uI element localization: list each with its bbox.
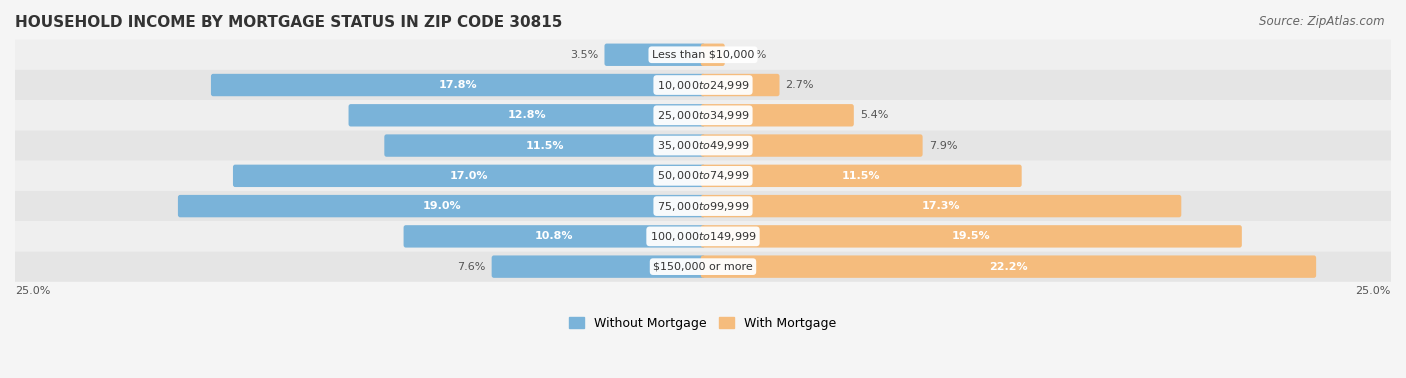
FancyBboxPatch shape bbox=[15, 130, 1391, 161]
FancyBboxPatch shape bbox=[700, 165, 1022, 187]
Text: 17.0%: 17.0% bbox=[450, 171, 488, 181]
FancyBboxPatch shape bbox=[492, 256, 706, 278]
Text: HOUSEHOLD INCOME BY MORTGAGE STATUS IN ZIP CODE 30815: HOUSEHOLD INCOME BY MORTGAGE STATUS IN Z… bbox=[15, 15, 562, 30]
FancyBboxPatch shape bbox=[15, 100, 1391, 130]
Text: Less than $10,000: Less than $10,000 bbox=[652, 50, 754, 60]
Text: 3.5%: 3.5% bbox=[571, 50, 599, 60]
Text: 11.5%: 11.5% bbox=[526, 141, 564, 150]
Text: 19.5%: 19.5% bbox=[952, 231, 991, 242]
FancyBboxPatch shape bbox=[15, 70, 1391, 100]
Text: 25.0%: 25.0% bbox=[15, 286, 51, 296]
Text: Source: ZipAtlas.com: Source: ZipAtlas.com bbox=[1260, 15, 1385, 28]
Text: 2.7%: 2.7% bbox=[786, 80, 814, 90]
FancyBboxPatch shape bbox=[700, 43, 724, 66]
FancyBboxPatch shape bbox=[700, 256, 1316, 278]
FancyBboxPatch shape bbox=[211, 74, 706, 96]
Text: 22.2%: 22.2% bbox=[990, 262, 1028, 272]
FancyBboxPatch shape bbox=[605, 43, 706, 66]
Text: 19.0%: 19.0% bbox=[422, 201, 461, 211]
Text: 12.8%: 12.8% bbox=[508, 110, 546, 120]
Text: 11.5%: 11.5% bbox=[842, 171, 880, 181]
Text: $100,000 to $149,999: $100,000 to $149,999 bbox=[650, 230, 756, 243]
Text: $10,000 to $24,999: $10,000 to $24,999 bbox=[657, 79, 749, 91]
FancyBboxPatch shape bbox=[700, 195, 1181, 217]
Legend: Without Mortgage, With Mortgage: Without Mortgage, With Mortgage bbox=[564, 312, 842, 335]
Text: $75,000 to $99,999: $75,000 to $99,999 bbox=[657, 200, 749, 212]
FancyBboxPatch shape bbox=[404, 225, 706, 248]
Text: 25.0%: 25.0% bbox=[1355, 286, 1391, 296]
Text: 17.8%: 17.8% bbox=[439, 80, 478, 90]
FancyBboxPatch shape bbox=[15, 40, 1391, 70]
FancyBboxPatch shape bbox=[384, 134, 706, 157]
FancyBboxPatch shape bbox=[15, 221, 1391, 251]
FancyBboxPatch shape bbox=[700, 134, 922, 157]
Text: $35,000 to $49,999: $35,000 to $49,999 bbox=[657, 139, 749, 152]
Text: 7.9%: 7.9% bbox=[929, 141, 957, 150]
Text: 17.3%: 17.3% bbox=[922, 201, 960, 211]
FancyBboxPatch shape bbox=[700, 225, 1241, 248]
FancyBboxPatch shape bbox=[15, 191, 1391, 221]
Text: 10.8%: 10.8% bbox=[536, 231, 574, 242]
Text: 5.4%: 5.4% bbox=[860, 110, 889, 120]
Text: $50,000 to $74,999: $50,000 to $74,999 bbox=[657, 169, 749, 182]
FancyBboxPatch shape bbox=[179, 195, 706, 217]
FancyBboxPatch shape bbox=[15, 161, 1391, 191]
FancyBboxPatch shape bbox=[349, 104, 706, 127]
Text: $150,000 or more: $150,000 or more bbox=[654, 262, 752, 272]
FancyBboxPatch shape bbox=[233, 165, 706, 187]
FancyBboxPatch shape bbox=[700, 74, 779, 96]
Text: $25,000 to $34,999: $25,000 to $34,999 bbox=[657, 109, 749, 122]
Text: 7.6%: 7.6% bbox=[457, 262, 485, 272]
FancyBboxPatch shape bbox=[700, 104, 853, 127]
Text: 0.71%: 0.71% bbox=[731, 50, 766, 60]
FancyBboxPatch shape bbox=[15, 251, 1391, 282]
